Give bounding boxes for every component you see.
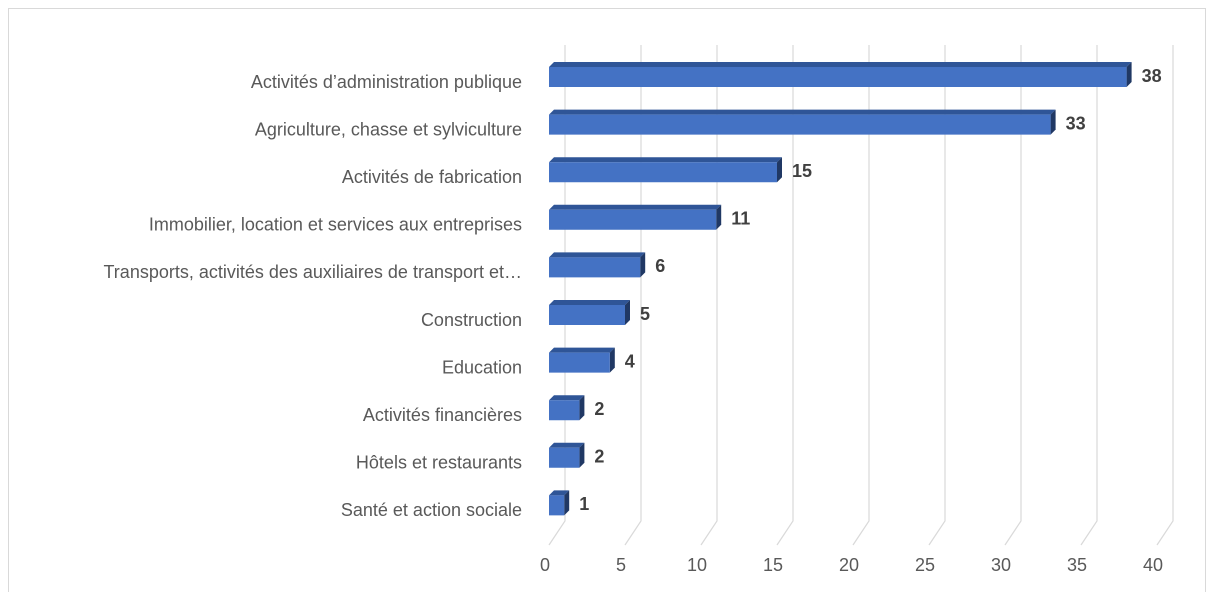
data-label: 6	[655, 256, 665, 276]
data-label: 11	[731, 209, 750, 229]
data-label: 33	[1066, 113, 1086, 133]
x-tick-label: 10	[687, 555, 707, 575]
data-label: 38	[1142, 66, 1162, 86]
x-tick-label: 20	[839, 555, 859, 575]
bar	[549, 62, 1132, 87]
data-label: 1	[579, 494, 589, 514]
x-tick-label: 35	[1067, 555, 1087, 575]
grid-line	[852, 45, 870, 546]
grid-line	[624, 45, 642, 546]
grid-line	[1080, 45, 1098, 546]
x-tick-label: 30	[991, 555, 1011, 575]
y-tick-label: Santé et action sociale	[341, 500, 522, 520]
y-tick-label: Hôtels et restaurants	[356, 453, 522, 473]
grid-line	[548, 45, 566, 546]
data-label: 4	[625, 351, 635, 371]
bar	[549, 109, 1056, 135]
y-tick-label: Activités d’administration publique	[251, 72, 522, 92]
bar	[549, 252, 646, 278]
grid-line	[928, 45, 946, 546]
y-tick-label: Immobilier, location et services aux ent…	[149, 215, 522, 235]
data-label: 5	[640, 304, 650, 324]
data-label: 15	[792, 161, 812, 181]
x-tick-label: 5	[616, 555, 626, 575]
bar	[549, 300, 630, 325]
bar	[549, 157, 782, 183]
y-tick-label: Construction	[421, 310, 522, 330]
y-tick-label: Activités de fabrication	[342, 167, 522, 187]
grid-line	[1004, 45, 1022, 546]
y-tick-label: Transports, activités des auxiliaires de…	[103, 262, 522, 282]
x-tick-label: 25	[915, 555, 935, 575]
x-tick-label: 40	[1143, 555, 1163, 575]
y-tick-label: Agriculture, chasse et sylviculture	[255, 119, 522, 139]
y-tick-label: Activités financières	[363, 405, 522, 425]
grid-line	[1156, 45, 1174, 546]
bar	[549, 395, 585, 421]
chart-border	[8, 8, 1206, 592]
data-label: 2	[594, 447, 604, 467]
grid-line	[776, 45, 794, 546]
data-label: 2	[594, 399, 604, 419]
bar	[549, 442, 585, 468]
grid-line	[700, 45, 718, 546]
bar	[549, 347, 615, 373]
bar	[549, 204, 722, 230]
x-tick-label: 0	[540, 555, 550, 575]
bar	[549, 490, 570, 516]
x-tick-label: 15	[763, 555, 783, 575]
y-tick-label: Education	[442, 357, 522, 377]
